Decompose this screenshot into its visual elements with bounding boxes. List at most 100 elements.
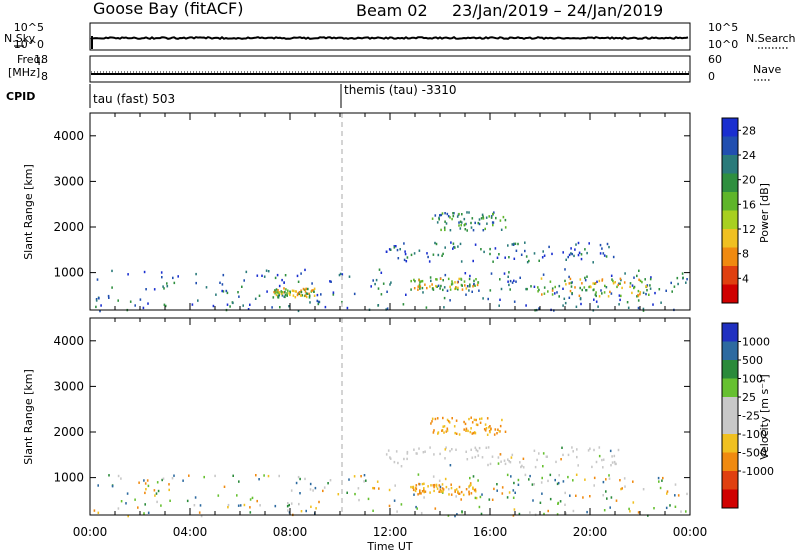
echo-cell [567, 475, 569, 479]
echo-cell [440, 490, 443, 493]
echo-cell [560, 458, 562, 461]
echo-cell [686, 278, 688, 281]
echo-cell [670, 281, 672, 285]
echo-cell [677, 282, 679, 286]
echo-cell [274, 292, 276, 295]
echo-cell [286, 292, 288, 295]
echo-cell [403, 457, 405, 461]
echo-cell [480, 512, 483, 516]
echo-cell [631, 284, 634, 287]
echo-cell [431, 287, 434, 290]
echo-cell [575, 243, 577, 246]
echo-cell [466, 211, 468, 214]
echo-cell [483, 428, 486, 431]
colorbar-tick-label: 25 [742, 391, 756, 404]
echo-cell [556, 482, 559, 486]
echo-cell [602, 458, 605, 461]
echo-cell [312, 489, 314, 492]
echo-cell [380, 293, 383, 296]
echo-cell [499, 453, 502, 456]
echo-cell [591, 465, 593, 469]
echo-cell [427, 255, 429, 259]
echo-cell [415, 484, 418, 487]
echo-cell [641, 280, 643, 284]
echo-cell [567, 453, 570, 457]
echo-cell [489, 462, 492, 466]
echo-cell [610, 274, 613, 277]
echo-cell [602, 252, 605, 255]
echo-cell [422, 451, 425, 454]
echo-cell [602, 494, 604, 497]
echo-cell [504, 430, 507, 433]
echo-cell [496, 432, 498, 435]
echo-cell [500, 287, 503, 291]
echo-cell [446, 289, 449, 292]
echo-cell [629, 510, 631, 513]
echo-cell [470, 221, 472, 225]
echo-cell [509, 461, 512, 464]
echo-cell [455, 432, 458, 435]
echo-cell [145, 488, 147, 491]
echo-cell [468, 490, 470, 493]
echo-cell [404, 252, 407, 256]
echo-cell [258, 478, 260, 481]
echo-cell [565, 258, 567, 261]
echo-cell [484, 423, 487, 426]
echo-cell [222, 273, 225, 277]
echo-cell [541, 476, 543, 480]
echo-cell [498, 304, 500, 307]
velocity-colorbar-label: Velocity [m s⁻¹] [758, 374, 771, 459]
echo-cell [602, 466, 604, 469]
echo-cell [400, 503, 403, 506]
echo-cell [353, 292, 356, 296]
echo-cell [542, 452, 545, 455]
echo-cell [397, 461, 399, 465]
echo-cell [680, 510, 682, 513]
xtick-label: 00:00 [673, 525, 708, 539]
echo-cell [294, 296, 297, 299]
echo-cell [454, 489, 456, 492]
echo-cell [454, 281, 456, 284]
echo-cell [406, 452, 409, 455]
echo-cell [649, 287, 652, 290]
echo-cell [153, 489, 156, 492]
echo-cell [484, 429, 487, 432]
echo-cell [464, 284, 466, 287]
echo-cell [432, 475, 435, 478]
echo-cell [433, 483, 436, 487]
echo-cell [354, 492, 356, 496]
echo-cell [485, 216, 488, 219]
echo-cell [482, 217, 485, 220]
echo-cell [543, 286, 546, 289]
echo-cell [435, 284, 437, 288]
echo-cell [498, 253, 500, 256]
echo-cell [410, 279, 412, 283]
echo-cell [519, 461, 521, 464]
echo-cell [598, 295, 601, 298]
echo-cell [272, 296, 275, 299]
echo-cell [162, 285, 164, 288]
echo-cell [509, 279, 512, 283]
echo-cell [570, 281, 572, 285]
echo-cell [406, 450, 409, 454]
echo-cell [367, 497, 370, 501]
echo-cell [288, 503, 290, 507]
echo-cell [279, 306, 281, 309]
echo-cell [314, 486, 317, 490]
echo-cell [267, 270, 270, 273]
echo-cell [143, 270, 146, 274]
echo-cell [100, 304, 102, 307]
echo-cell [504, 218, 507, 222]
echo-cell [546, 455, 548, 458]
echo-cell [308, 296, 311, 299]
echo-cell [308, 292, 310, 295]
echo-cell [125, 502, 127, 505]
echo-cell [111, 286, 113, 289]
echo-cell [274, 276, 277, 280]
echo-cell [511, 453, 514, 457]
echo-cell [642, 307, 645, 311]
xtick-label: 20:00 [573, 525, 608, 539]
echo-cell [673, 285, 676, 288]
nsky-frame [89, 22, 691, 51]
echo-cell [432, 484, 435, 487]
